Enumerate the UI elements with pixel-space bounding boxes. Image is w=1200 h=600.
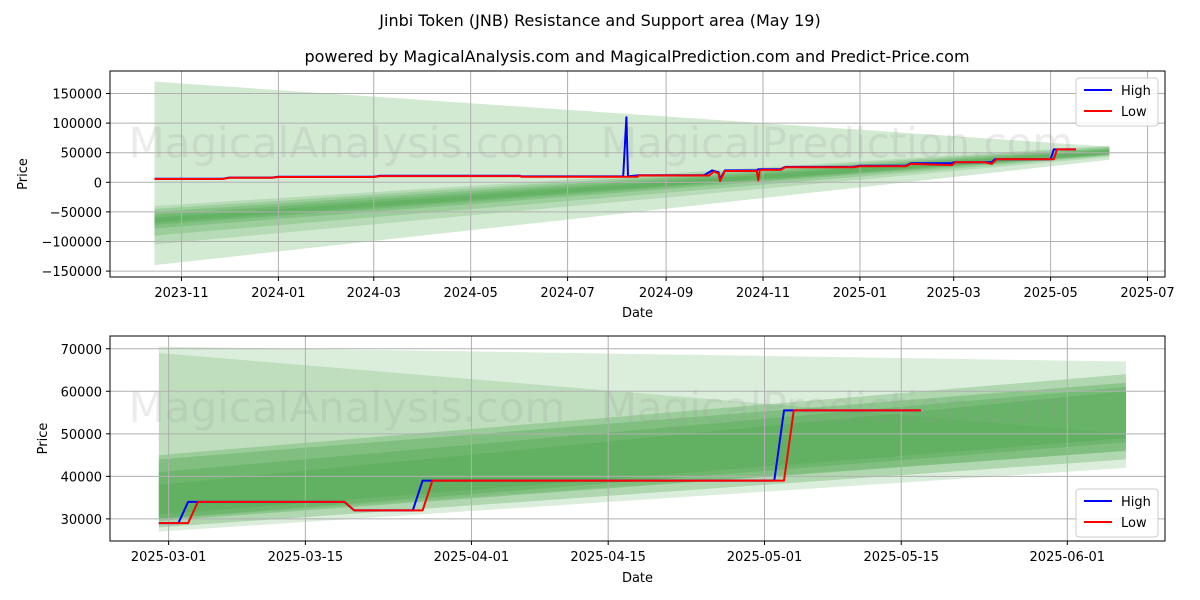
forecast-band-2 [158,374,1126,528]
forecast-band-1 [154,145,1110,245]
x-tick-label: 2024-01 [251,286,305,301]
x-tick-label: 2025-03-15 [268,550,344,565]
forecast-bands [158,346,1126,532]
y-tick-label: 40000 [61,470,102,485]
watermark-text: MagicalAnalysis.com [129,119,566,168]
legend: High Low [1075,488,1159,538]
y-tick-label: 30000 [61,513,102,528]
y-tick-label: 70000 [61,343,102,358]
x-tick-label: 2025-03 [927,286,981,301]
legend-label-high: High [1121,84,1151,99]
figure-title: Jinbi Token (JNB) Resistance and Support… [378,11,820,30]
y-tick-label: 50000 [61,428,102,443]
top-chart-panel: 2023-11 2024-01 2024-03 2024-05 2024-07 2024-… [16,70,1175,321]
legend-label-high: High [1121,495,1151,510]
forecast-band-2 [154,146,1110,236]
x-tick-label: 2025-05-01 [727,550,803,565]
watermark-text: MagicalPrediction.com [601,383,1074,432]
y-axis-label: Price [16,158,31,190]
y-tick-label: 60000 [61,385,102,400]
x-tick-label: 2025-04-15 [570,550,646,565]
x-tick-label: 2025-04-01 [434,550,510,565]
x-tick-label: 2024-09 [639,286,693,301]
grid-lines [110,336,1165,541]
y-tick-label: −100000 [41,235,102,250]
y-tick-label: 0 [94,176,102,191]
x-tick-label: 2024-03 [347,286,401,301]
x-tick-label: 2024-11 [736,286,790,301]
forecast-band-5 [154,150,1110,223]
axes-frame [109,70,1166,278]
x-axis-label: Date [622,571,653,586]
forecast-band-3 [158,382,1126,522]
x-tick-label: 2024-05 [444,286,498,301]
series-lines [158,409,921,525]
forecast-band-3 [154,147,1110,229]
forecast-bands [154,81,1110,266]
forecast-band-4 [158,387,1126,519]
x-tick-label: 2025-05-15 [863,550,939,565]
y-tick-label: −150000 [41,265,102,280]
series-lines [154,116,1076,183]
grid-lines [110,71,1165,277]
series-line-low [158,409,921,525]
x-tick-label: 2025-05 [1023,286,1077,301]
forecast-band-4 [154,149,1110,225]
x-tick-label: 2024-07 [540,286,594,301]
legend-label-low: Low [1121,105,1147,120]
forecast-band-0 [154,81,1110,266]
x-tick-label: 2025-06-01 [1030,550,1106,565]
series-line-low [154,148,1076,183]
forecast-band-0 [158,346,1126,532]
y-axis-label: Price [36,423,51,455]
x-tick-label: 2025-01 [833,286,887,301]
y-tick-label: 50000 [61,147,102,162]
forecast-band-1 [158,353,1126,519]
y-tick-label: 100000 [52,117,102,132]
x-axis-label: Date [622,306,653,321]
x-tick-label: 2025-07 [1120,286,1174,301]
legend-label-low: Low [1121,516,1147,531]
forecast-band-5 [158,391,1126,515]
axes-frame [109,335,1166,542]
bottom-chart-panel: 2025-03-01 2025-03-15 2025-04-01 2025-04-15… [36,335,1166,586]
y-tick-label: −50000 [50,206,102,221]
x-tick-label: 2023-11 [154,286,208,301]
watermark-text: MagicalAnalysis.com [129,383,566,432]
legend: High Low [1075,77,1159,127]
x-tick-label: 2025-03-01 [131,550,207,565]
y-tick-label: 150000 [52,87,102,102]
figure-subtitle: powered by MagicalAnalysis.com and Magic… [304,47,969,66]
